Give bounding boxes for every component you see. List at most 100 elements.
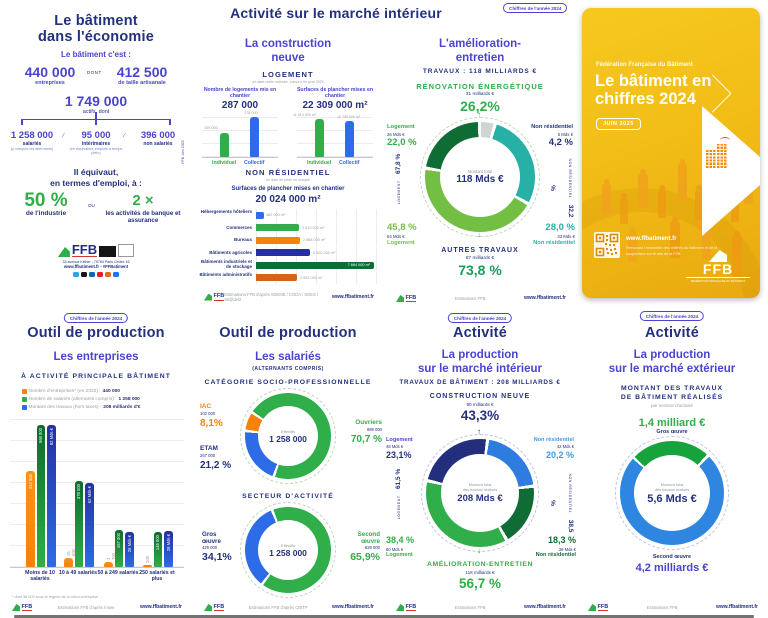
social-icons [0, 271, 192, 277]
chart-title: Nombre de logements mis en chantier [203, 87, 277, 99]
panel-footer: FFB Estimations FFB www.ffbatiment.fr [396, 604, 566, 611]
ffb-logo-shape [57, 247, 70, 257]
legend-label: Montant des travaux (hors taxes) : [28, 405, 102, 410]
hbar-label: Bâtiments industriels et de stockage [200, 259, 252, 269]
website-link[interactable]: www.ffbatiment.fr [331, 294, 374, 300]
stat-label: de taille artisanale [118, 80, 166, 86]
bar-travaux: 28 Mds € [164, 531, 173, 567]
social-icon-twitter[interactable] [73, 271, 79, 277]
website-link[interactable]: www.ffbatiment.fr [331, 604, 374, 611]
website-link[interactable]: www.ffbatiment.fr [523, 604, 566, 611]
social-icon-instagram[interactable] [105, 271, 111, 277]
bar-label: Individuel [212, 160, 237, 166]
axis-pct: 67,8 % [395, 153, 402, 174]
source-note: Estimations FFB [646, 604, 678, 610]
renovation-amount: 31 milliards € [465, 92, 495, 97]
segment-pct: 38,4 % [386, 535, 415, 545]
donut-center-label2: des travaux réalisés [654, 486, 690, 492]
ae-amount: 118 milliards € [465, 570, 495, 575]
hbar [256, 261, 374, 269]
hbar-value: 7 664 000 m² [347, 263, 370, 267]
header-marche-interieur: Activité sur le marché intérieur [230, 5, 442, 21]
axis-label: LOGEMENT [397, 495, 401, 520]
stat-label: intérimaires [81, 141, 111, 147]
panel-amelioration-entretien: L'amélioration- entretien TRAVAUX : 118 … [384, 0, 576, 309]
chart-surfaces-logement: Surfaces de plancher mises en chantier 2… [290, 87, 380, 166]
hbar-track: 2 868 000 m² [256, 234, 380, 246]
autres-pct: 73,8 % [458, 262, 502, 278]
group-label: 250 salariés et plus [139, 570, 175, 582]
bar-salaries: 167 000 [114, 530, 123, 567]
legend-value: 1 258 000 [118, 397, 140, 402]
subtitle-line1: La construction [244, 38, 332, 50]
donut-outline [240, 502, 336, 598]
website-link[interactable]: www.ffbatiment.fr [139, 604, 182, 611]
person-silhouette [695, 190, 703, 220]
website-link[interactable]: www.ffbatiment.fr [715, 604, 758, 611]
social-icon-facebook[interactable] [113, 271, 119, 277]
travaux-total: TRAVAUX : 118 MILLIARDS € [422, 68, 538, 75]
stat-value: 1 258 000 [10, 130, 54, 141]
intro-text: Le bâtiment c'est : [61, 50, 131, 59]
legend-label: Nombre d'entreprises* (en 2022) : [28, 389, 101, 394]
segment-value: 102 000 [200, 411, 216, 417]
bar-collectif [250, 117, 259, 157]
stat-label: de l'industrie [25, 210, 67, 217]
segment-label: Logement [387, 124, 415, 130]
donut-label-left: LOGEMENT 67,8 % [387, 148, 405, 210]
panel-cover: Fédération Française du Bâtiment Le bâti… [576, 0, 768, 309]
ffb-logo-white-text: FFB [686, 261, 750, 279]
page-edge-shadow [14, 615, 754, 618]
equiv-title: Il équivaut, en termes d'emploi, à : [0, 167, 192, 188]
ou-label: OU [88, 203, 95, 208]
website-link[interactable]: www.ffbatiment.fr [523, 295, 566, 302]
donut-outline [615, 436, 729, 550]
donut-center-label: Effectifs [280, 428, 296, 434]
social-icon-linkedin[interactable] [89, 271, 95, 277]
ffb-logo-icon [396, 604, 404, 611]
stat-value: 50 % [24, 190, 68, 211]
dont-label: DONT [87, 70, 102, 75]
segment-label: Second œuvre [357, 531, 380, 546]
segment-label: Non résidentiel [531, 124, 573, 130]
ffb-site-line[interactable]: www.ffbatiment.fr - #FFBatiment [63, 263, 129, 269]
hbar-label: Bâtiments administratifs [199, 271, 252, 277]
cover-card: Fédération Française du Bâtiment Le bâti… [582, 8, 760, 298]
bar-individuel [315, 119, 324, 157]
donut-center-value: 1 258 000 [269, 433, 307, 444]
person-silhouette [602, 184, 611, 214]
legend-label: Nombre de salariés (alternants compris) … [28, 397, 117, 402]
arrow-up-icon: ↑ [477, 427, 481, 436]
chart-title: Surfaces de plancher mises en chantier [296, 87, 374, 99]
hbar-value: 2 815 000 m² [302, 225, 325, 230]
legend-swatch-orange [22, 389, 27, 394]
cover-website[interactable]: www.ffbatiment.fr [626, 236, 677, 242]
bar-value: 378 000 [76, 484, 82, 500]
stat-label: salariés [22, 141, 42, 147]
donut-center-label: Montant total [467, 169, 493, 174]
ffb-logo-block: FFB 33 avenue Kléber - 75784 Paris Cedex… [0, 243, 192, 277]
donut-outline [420, 117, 540, 237]
social-icon-x[interactable] [81, 271, 87, 277]
neuve-amount: 90 milliards € [466, 402, 494, 407]
segment-amount: 54 Mds € [387, 234, 405, 240]
neuve-pct: 43,3% [460, 408, 500, 423]
breakdown-salaries: 1 258 000 salariés (y compris les altern… [0, 130, 64, 151]
segment-pct: 70,7 % [350, 433, 382, 445]
donut-exterieur: Montant total des travaux réalisés 5,6 M… [615, 436, 729, 550]
heading: MONTANT DES TRAVAUX DE BÂTIMENT RÉALISÉS [576, 385, 768, 403]
grouped-bar-chart: 412 500 568 000 92 Mds € 26 600 378 000 … [10, 417, 184, 568]
hbar-track: 482 000 m² [256, 209, 380, 221]
axis-label: NON RÉSIDENTIEL [568, 473, 572, 514]
donut-label-left: LOGEMENT 61,5 % [387, 464, 405, 524]
person-silhouette [678, 164, 687, 202]
panel-salaries: Outil de production Les salariés (ALTERN… [192, 309, 384, 618]
stat-value: 440 000 [24, 64, 76, 80]
ae-label: AMÉLIORATION-ENTRETIEN [427, 561, 533, 568]
hbar-label: Commerces [226, 224, 252, 230]
segment-label: Non résidentiel [535, 552, 576, 559]
legend-swatch-blue [22, 405, 27, 410]
building-arc-icon [720, 137, 730, 144]
social-icon-youtube[interactable] [97, 271, 103, 277]
